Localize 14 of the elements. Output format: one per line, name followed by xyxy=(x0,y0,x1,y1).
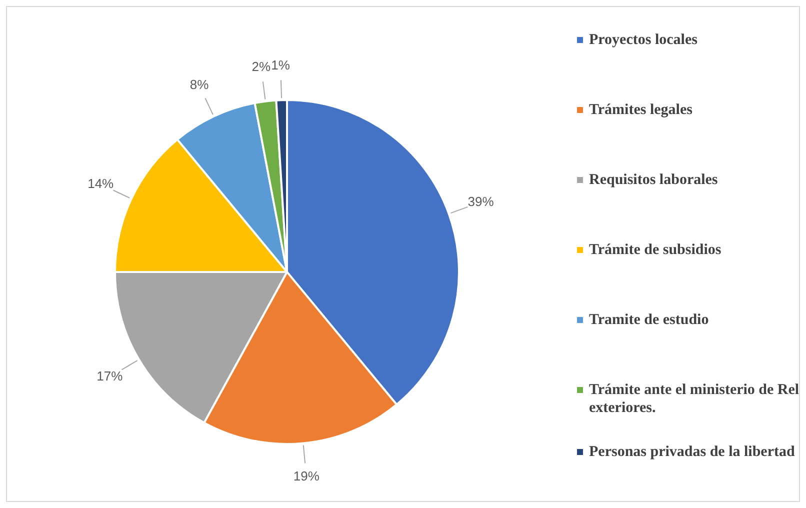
data-label: 2% xyxy=(252,59,272,74)
legend-label: Trámite de subsidios xyxy=(589,242,722,258)
data-label: 1% xyxy=(271,58,290,73)
data-label: 39% xyxy=(468,194,494,209)
data-label: 17% xyxy=(96,368,124,384)
legend-label: Requisitos laborales xyxy=(589,172,718,188)
data-label: 8% xyxy=(190,77,210,92)
data-label: 14% xyxy=(88,176,114,191)
data-label: 19% xyxy=(293,468,320,484)
legend-label: Personas privadas de la libertad xyxy=(589,444,795,460)
legend-label: Tramite de estudio xyxy=(589,312,709,328)
legend-label: Proyectos locales xyxy=(589,32,698,48)
legend-label: Trámite ante el ministerio de Rel exteriores. xyxy=(589,382,800,416)
legend-label: Trámites legales xyxy=(589,102,692,118)
